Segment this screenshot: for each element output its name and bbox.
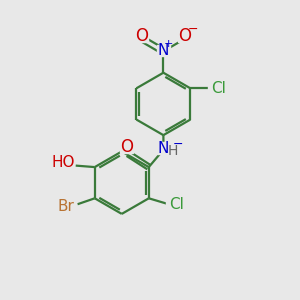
Text: O: O: [178, 27, 191, 45]
Text: −: −: [172, 138, 183, 151]
Text: Cl: Cl: [169, 197, 184, 212]
Bar: [120, 142, 133, 153]
Bar: [157, 142, 170, 154]
Text: H: H: [167, 144, 178, 158]
Bar: [208, 83, 229, 94]
Bar: [52, 157, 74, 168]
Text: HO: HO: [51, 155, 75, 170]
Bar: [178, 30, 191, 41]
Text: N: N: [158, 43, 169, 58]
Bar: [157, 45, 170, 56]
Text: −: −: [188, 23, 198, 36]
Text: O: O: [120, 138, 133, 156]
Text: +: +: [164, 39, 173, 49]
Bar: [136, 30, 148, 41]
Text: Cl: Cl: [211, 81, 226, 96]
Text: Br: Br: [57, 199, 74, 214]
Bar: [166, 199, 187, 210]
Bar: [55, 201, 76, 212]
Text: O: O: [136, 27, 148, 45]
Text: N: N: [158, 141, 169, 156]
